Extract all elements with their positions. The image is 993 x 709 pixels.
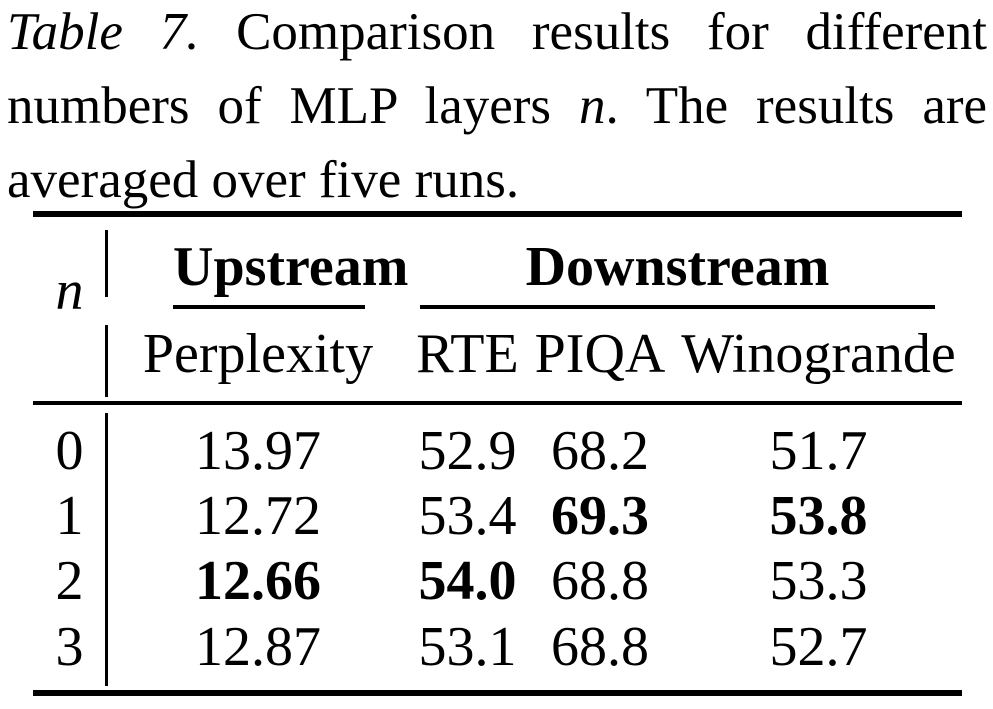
table-row: 3 12.87 53.1 68.8 52.7 — [33, 615, 962, 680]
cell-piqa: 69.3 — [551, 485, 649, 547]
cmidrule-upstream — [173, 305, 365, 309]
top-rule — [33, 211, 962, 217]
cell-piqa: 68.8 — [551, 550, 649, 612]
col-header-piqa: PIQA — [534, 323, 666, 385]
cell-perplexity: 13.97 — [195, 420, 321, 482]
cell-winogrande: 52.7 — [769, 616, 868, 678]
caption-line-2: numbers of MLP layers n. The results are — [7, 69, 987, 143]
caption-line-3-text: averaged over five runs. — [7, 151, 520, 209]
cell-n: 2 — [55, 550, 84, 612]
cell-perplexity: 12.72 — [195, 485, 321, 547]
table-row: 0 13.97 52.9 68.2 51.7 — [33, 419, 962, 484]
cell-rte: 53.4 — [418, 485, 517, 547]
cell-rte: 52.9 — [418, 420, 517, 482]
cell-rte: 54.0 — [418, 550, 517, 612]
col-header-spacer — [33, 322, 106, 387]
cell-rte: 53.1 — [418, 616, 517, 678]
column-header-row: Perplexity RTE PIQA Winogrande — [33, 322, 962, 387]
col-header-rte: RTE — [416, 323, 519, 385]
cell-n: 0 — [55, 420, 84, 482]
bottom-rule — [33, 690, 962, 696]
cell-perplexity: 12.87 — [195, 616, 321, 678]
caption-line-2-text-after: . The results are — [605, 77, 988, 135]
header-body-rule — [33, 401, 962, 405]
caption-line-1: Table 7. Comparison results for differen… — [7, 0, 987, 69]
cell-n: 3 — [55, 616, 84, 678]
group-header-downstream: Downstream — [525, 236, 830, 298]
table-row: 1 12.72 53.4 69.3 53.8 — [33, 484, 962, 549]
table-caption: Table 7. Comparison results for differen… — [7, 0, 987, 217]
caption-line-2-text: numbers of MLP layers — [7, 77, 552, 135]
cmidrule-downstream — [420, 305, 935, 309]
caption-line-3: averaged over five runs. — [7, 143, 987, 217]
caption-math-n: n — [578, 77, 606, 135]
table-row: 2 12.66 54.0 68.8 53.3 — [33, 549, 962, 614]
caption-line-1-text: Comparison results for different — [236, 3, 988, 61]
cell-winogrande: 51.7 — [769, 420, 868, 482]
group-header-upstream: Upstream — [173, 236, 409, 298]
cell-piqa: 68.8 — [551, 616, 649, 678]
body-vertical-rule — [105, 413, 108, 686]
cell-winogrande: 53.3 — [769, 550, 868, 612]
header-vertical-rule-upper — [105, 230, 108, 297]
header-vertical-rule-lower — [105, 325, 108, 397]
col-header-winogrande: Winogrande — [681, 323, 956, 385]
col-header-perplexity: Perplexity — [142, 323, 374, 385]
cell-n: 1 — [55, 485, 84, 547]
cell-piqa: 68.2 — [551, 420, 649, 482]
results-table: n Upstream Downstream Perplexity RTE PIQ… — [33, 211, 962, 696]
caption-table-label: Table 7. — [7, 3, 200, 61]
cell-winogrande: 53.8 — [769, 485, 868, 547]
row-header-n: n — [55, 260, 84, 322]
cell-perplexity: 12.66 — [195, 550, 321, 612]
